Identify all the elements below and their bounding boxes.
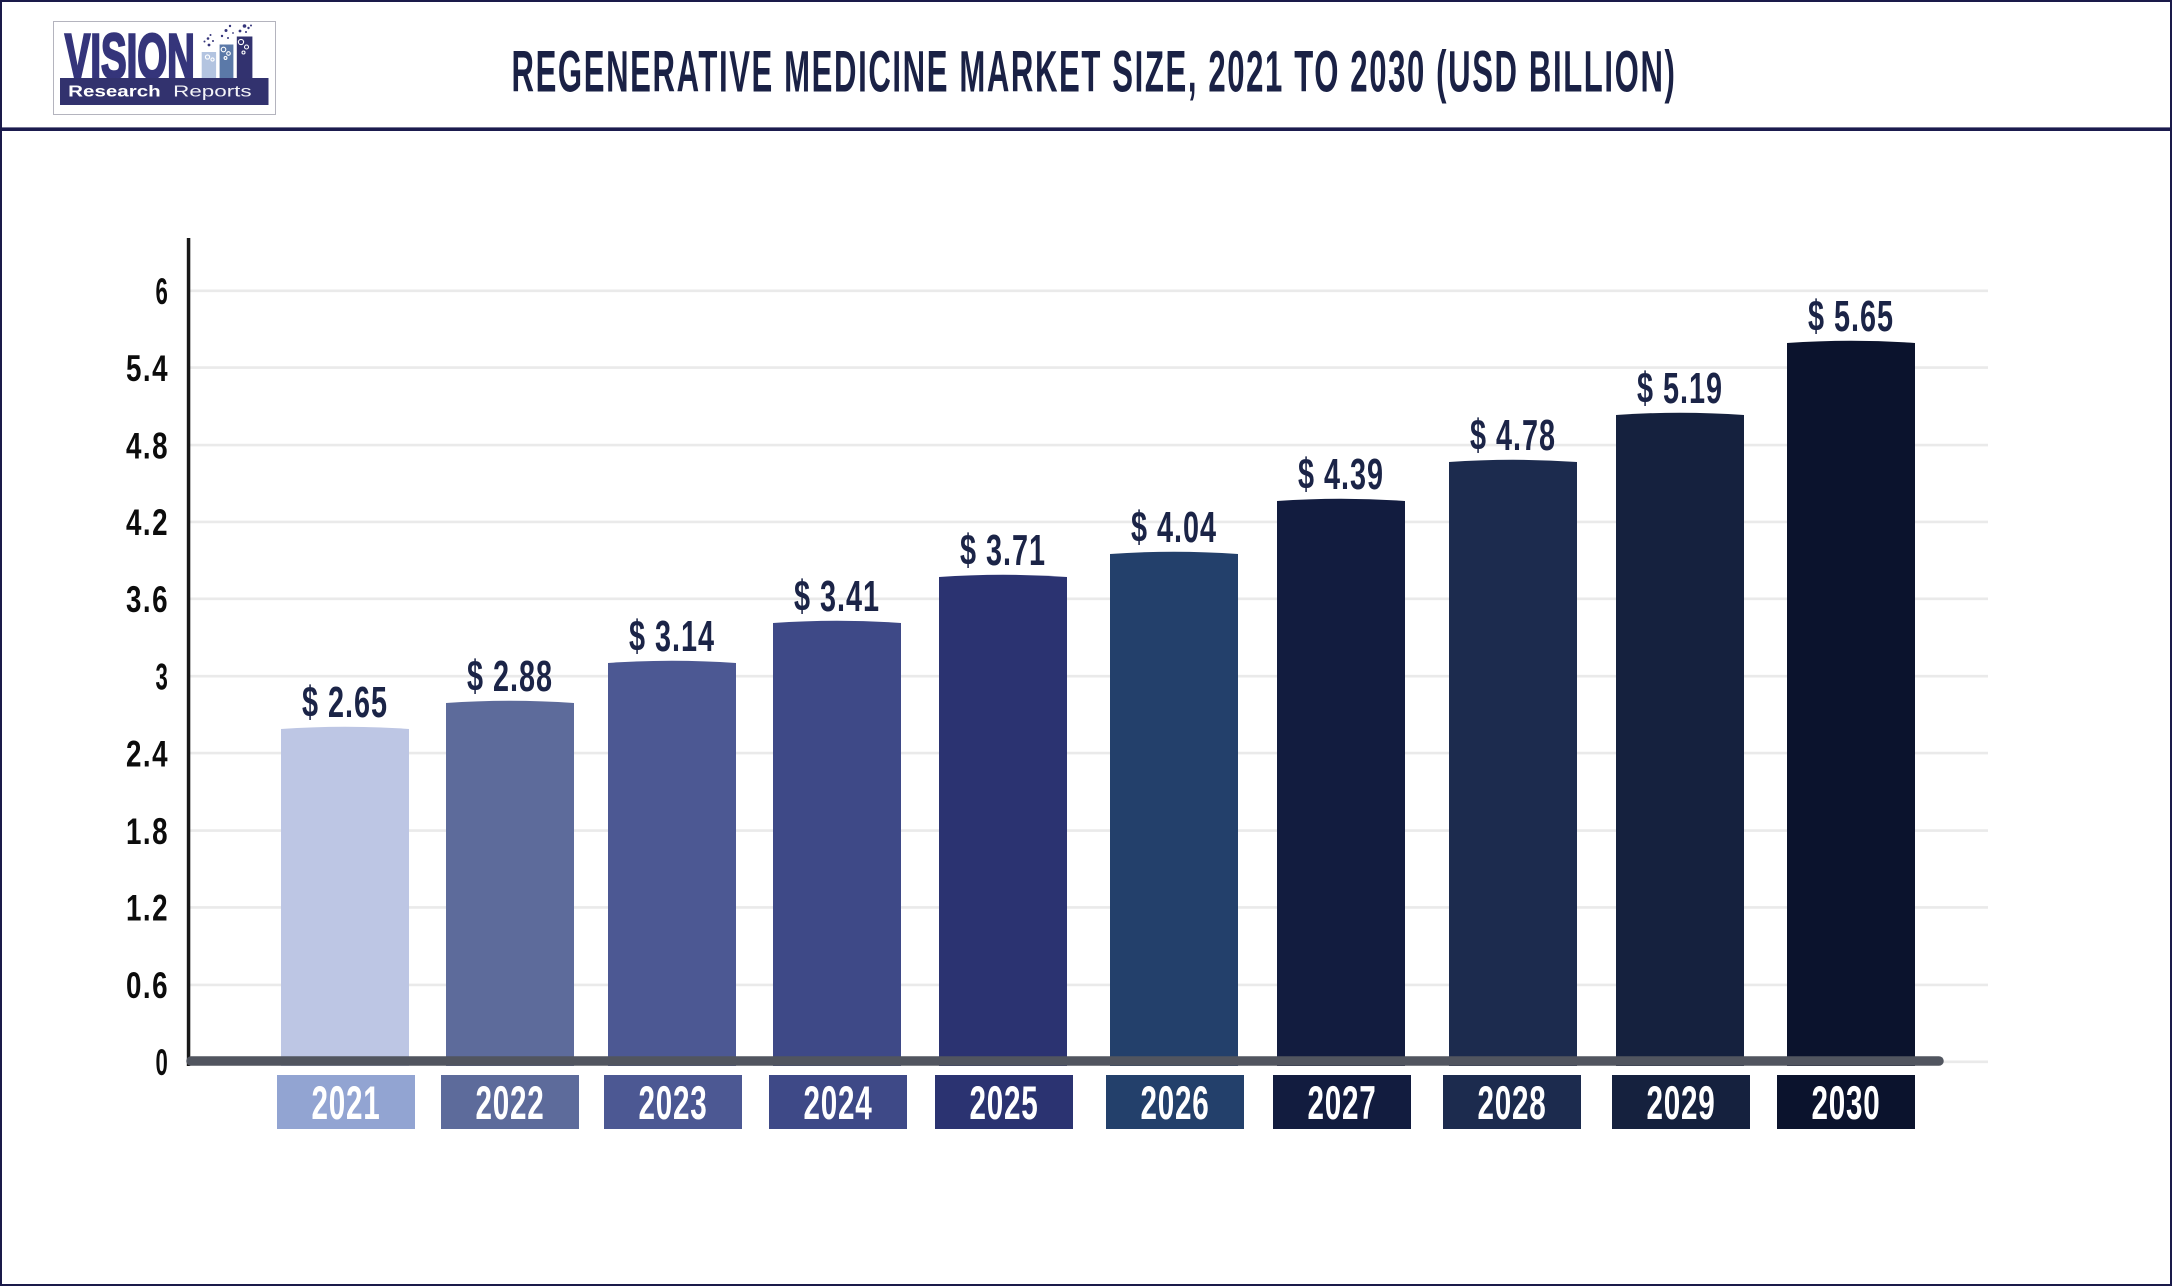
svg-text:2024: 2024 [804, 1076, 873, 1129]
svg-text:$ 4.78: $ 4.78 [1470, 411, 1556, 460]
svg-text:0: 0 [156, 1041, 170, 1083]
svg-text:3: 3 [156, 656, 170, 698]
svg-text:2028: 2028 [1478, 1076, 1547, 1129]
svg-text:5.4: 5.4 [126, 347, 169, 389]
svg-text:$ 3.71: $ 3.71 [960, 526, 1046, 575]
svg-text:1.8: 1.8 [126, 810, 169, 852]
svg-text:$ 4.04: $ 4.04 [1131, 503, 1217, 552]
svg-text:Reports: Reports [173, 83, 252, 100]
svg-text:2027: 2027 [1308, 1076, 1377, 1129]
svg-text:4.2: 4.2 [126, 501, 169, 543]
svg-text:2030: 2030 [1812, 1076, 1881, 1129]
svg-text:$ 2.88: $ 2.88 [467, 652, 553, 701]
svg-text:2021: 2021 [312, 1076, 381, 1129]
svg-text:2022: 2022 [476, 1076, 545, 1129]
svg-text:$ 5.19: $ 5.19 [1637, 364, 1723, 413]
svg-text:$ 4.39: $ 4.39 [1298, 450, 1384, 499]
svg-text:0.6: 0.6 [126, 964, 169, 1006]
svg-text:$ 5.65: $ 5.65 [1808, 292, 1894, 341]
svg-text:3.6: 3.6 [126, 578, 169, 620]
svg-text:2026: 2026 [1141, 1076, 1210, 1129]
svg-text:2.4: 2.4 [126, 732, 169, 774]
svg-text:2023: 2023 [639, 1076, 708, 1129]
svg-text:$ 3.41: $ 3.41 [794, 572, 880, 621]
svg-text:REGENERATIVE MEDICINE MARKET S: REGENERATIVE MEDICINE MARKET SIZE, 2021 … [512, 40, 1677, 105]
svg-text:6: 6 [156, 270, 170, 312]
svg-text:2029: 2029 [1647, 1076, 1716, 1129]
svg-text:2025: 2025 [970, 1076, 1039, 1129]
svg-text:1.2: 1.2 [126, 887, 169, 929]
svg-text:4.8: 4.8 [126, 424, 169, 466]
svg-text:$ 3.14: $ 3.14 [629, 612, 715, 661]
svg-text:Research: Research [68, 83, 161, 100]
svg-text:$ 2.65: $ 2.65 [302, 678, 388, 727]
